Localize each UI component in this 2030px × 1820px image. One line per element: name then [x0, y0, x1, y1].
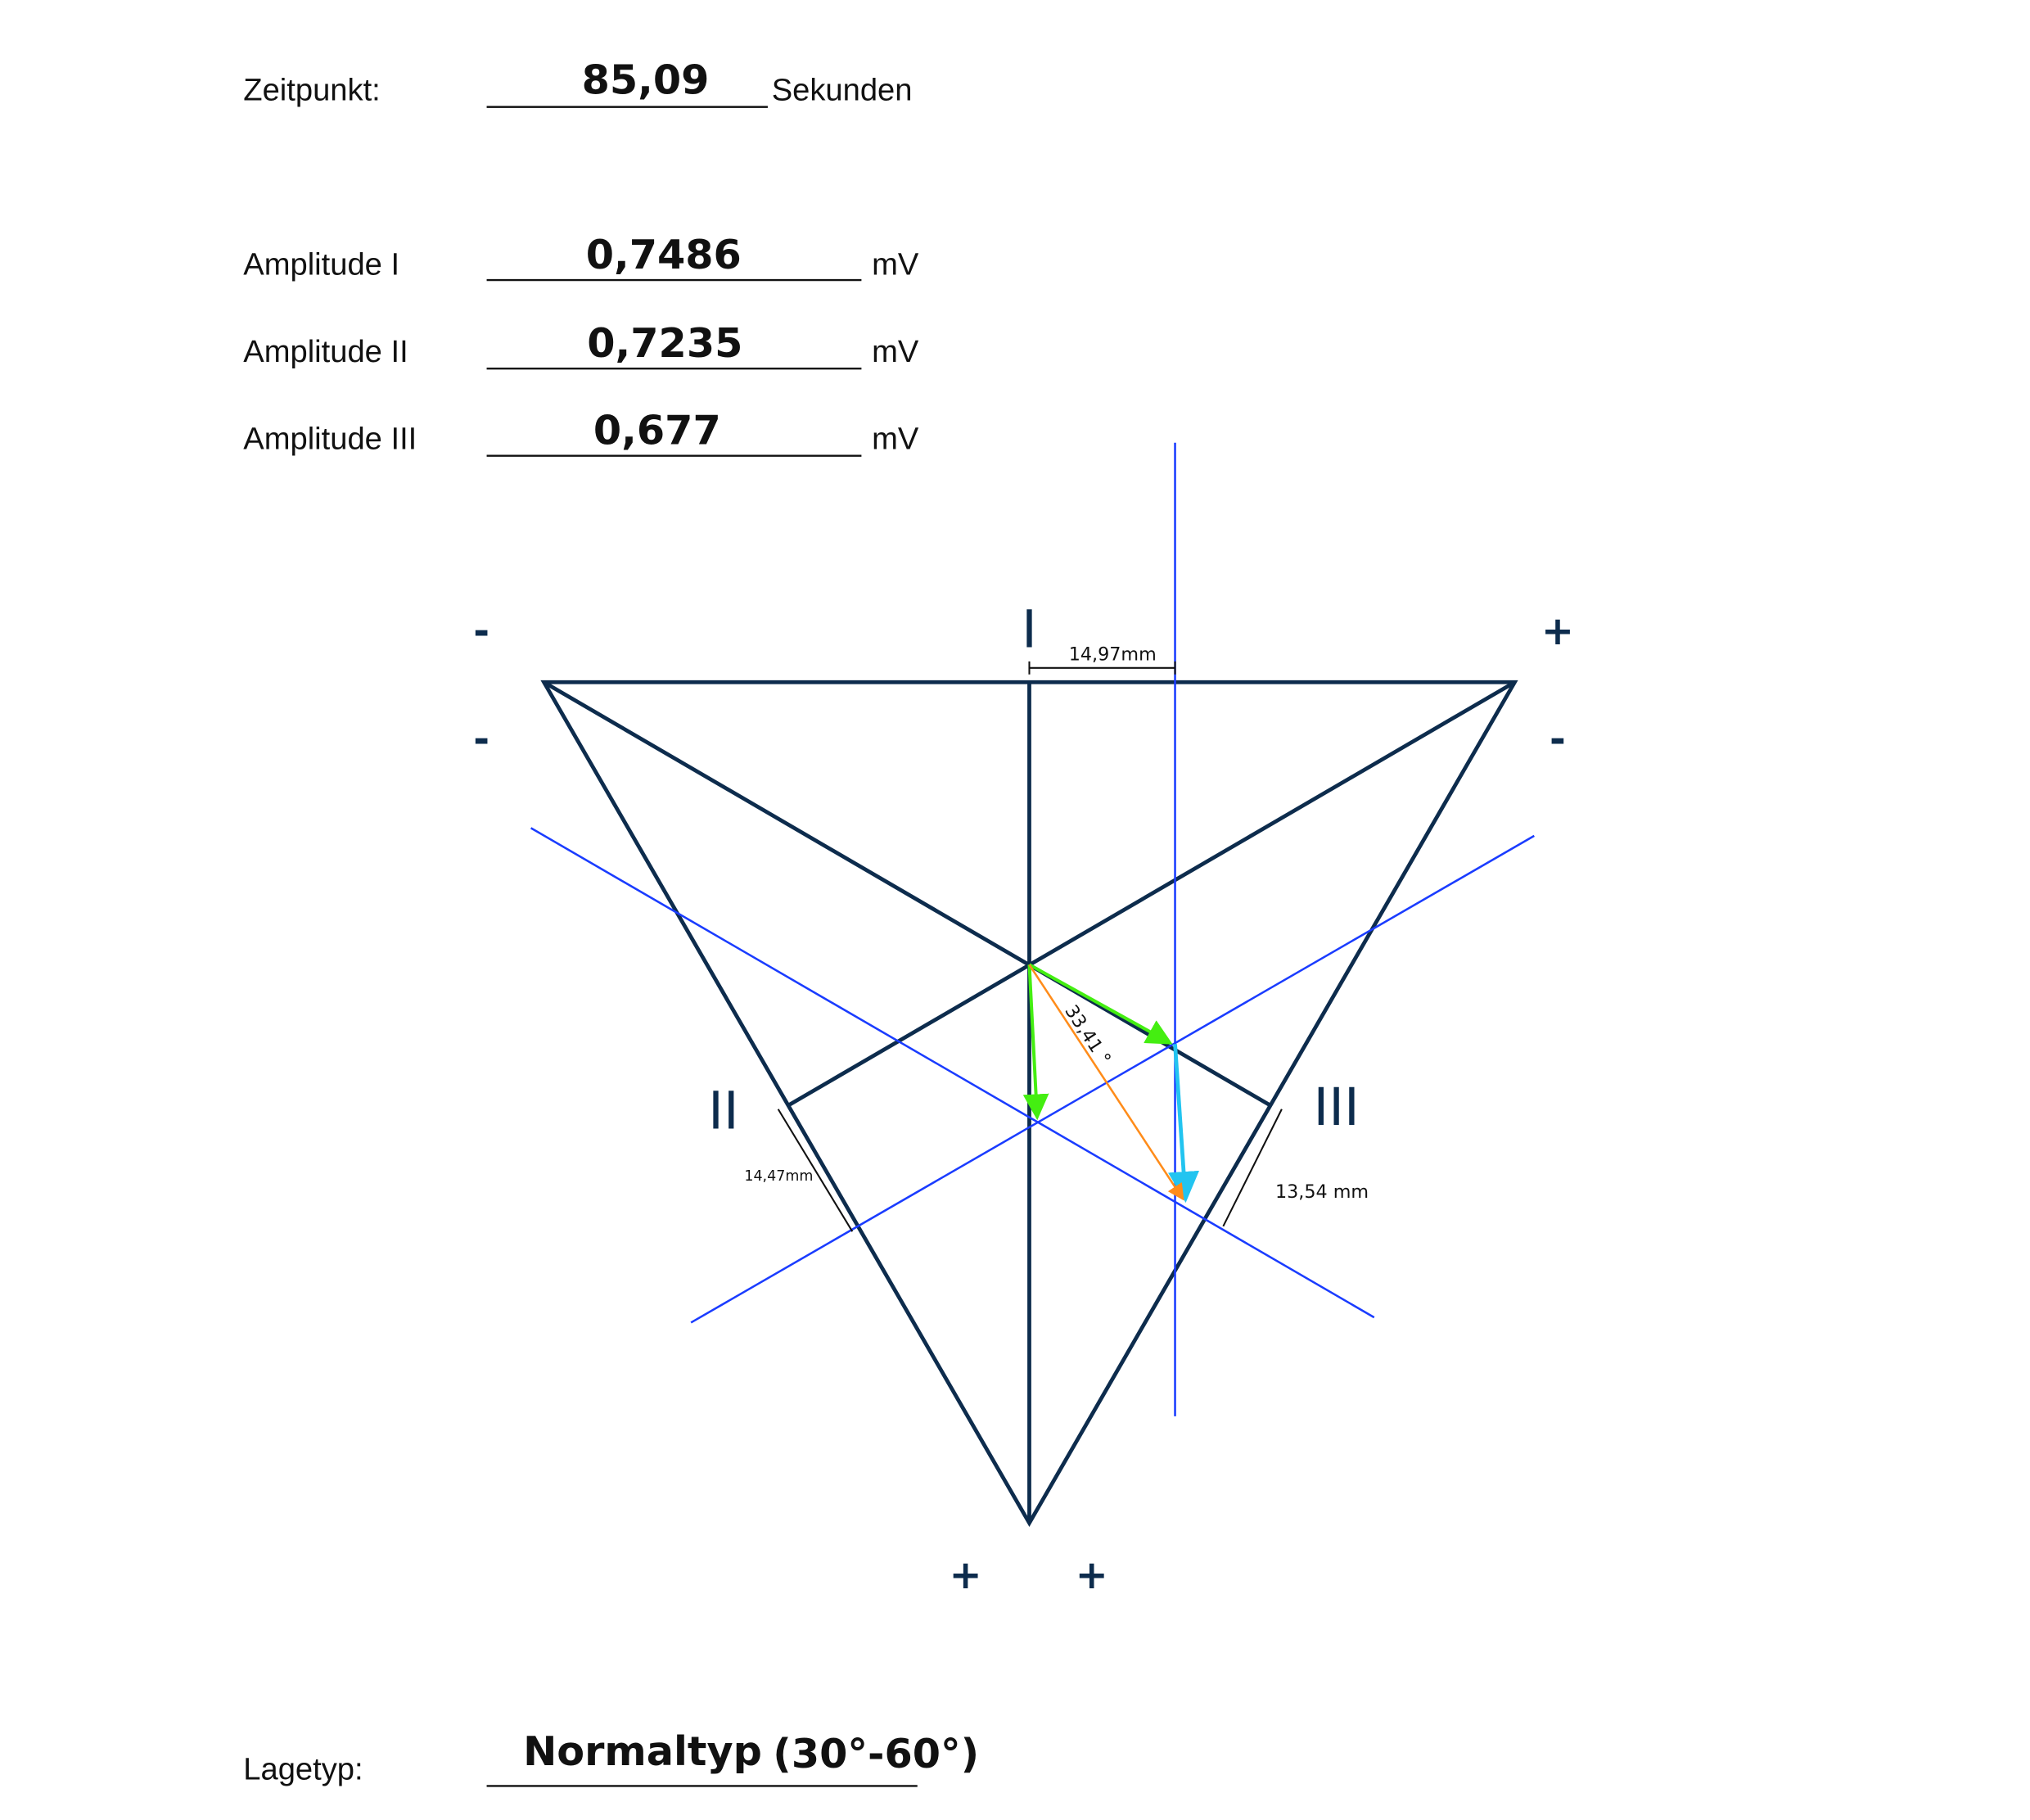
- amplitude-unit: mV: [872, 247, 919, 282]
- amplitude-value: 0,7486: [586, 231, 742, 278]
- amplitude-unit: mV: [872, 334, 919, 369]
- amplitude-label: Amplitude III: [243, 422, 417, 457]
- lead-III-measurement: 13,54 mm: [1275, 1181, 1369, 1203]
- lead-II-measurement: 14,47mm: [744, 1168, 813, 1185]
- sign-right: -: [1550, 717, 1566, 762]
- projection-lines: [530, 442, 1535, 1416]
- type-label: Lagetyp:: [243, 1751, 363, 1786]
- lead-III-vector: [1028, 963, 1173, 1045]
- sign-left: -: [473, 717, 489, 762]
- sum-vector: [1167, 1044, 1200, 1204]
- lead-III-dimension: [1222, 1109, 1283, 1227]
- time-label: Zeitpunkt:: [243, 73, 380, 108]
- amplitude-row-2: Amplitude II 0,7235 mV: [243, 319, 919, 370]
- einthoven-triangle: [540, 680, 1518, 1528]
- sign-bottom-right: +: [1076, 1553, 1108, 1598]
- amplitude-label: Amplitude I: [243, 247, 399, 282]
- type-range: (30°-60°): [773, 1730, 979, 1777]
- lead-III-label: III: [1314, 1077, 1360, 1137]
- lead-I-label: I: [1022, 598, 1037, 659]
- sign-top-right: +: [1541, 609, 1574, 654]
- amplitude-value: 0,7235: [587, 319, 742, 367]
- lead-I-measurement: 14,97mm: [1069, 644, 1157, 665]
- amplitude-unit: mV: [872, 422, 919, 457]
- time-unit: Sekunden: [772, 73, 913, 108]
- amplitude-row-1: Amplitude I 0,7486 mV: [243, 231, 919, 282]
- time-value: 85,09: [582, 56, 710, 104]
- sign-bottom-left: +: [950, 1553, 982, 1598]
- lead-II-vector: [1022, 964, 1049, 1121]
- electrical-axis-vector: [1028, 964, 1184, 1201]
- amplitude-value: 0,677: [593, 406, 721, 454]
- amplitude-label: Amplitude II: [243, 334, 408, 369]
- lead-II-label: II: [708, 1081, 739, 1141]
- lead-II-dimension: [777, 1109, 854, 1232]
- type-value: Normaltyp: [523, 1727, 762, 1775]
- amplitude-row-3: Amplitude III 0,677 mV: [243, 406, 919, 457]
- sign-top-left: -: [473, 609, 489, 654]
- lead-I-dimension: [1028, 661, 1176, 675]
